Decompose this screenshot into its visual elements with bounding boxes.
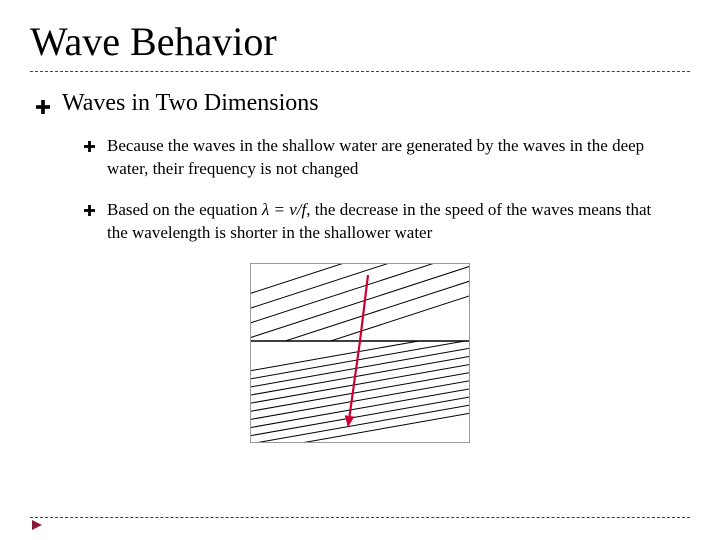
bullet-icon xyxy=(84,205,95,216)
page-title: Wave Behavior xyxy=(30,18,690,65)
subtitle-text: Waves in Two Dimensions xyxy=(62,90,319,117)
bullet-2-text: Based on the equation λ = v/f, the decre… xyxy=(107,199,670,245)
bottom-divider xyxy=(30,517,690,518)
bullet-icon xyxy=(84,141,95,152)
bullet-icon xyxy=(36,100,50,114)
bullet-1-text: Because the waves in the shallow water a… xyxy=(107,135,670,181)
refraction-diagram xyxy=(250,263,470,443)
corner-arrow-icon xyxy=(30,518,44,532)
slide: Wave Behavior Waves in Two Dimensions Be… xyxy=(0,0,720,540)
subtitle-row: Waves in Two Dimensions xyxy=(36,90,690,117)
title-divider xyxy=(30,71,690,72)
diagram-container xyxy=(30,263,690,443)
bullet-2: Based on the equation λ = v/f, the decre… xyxy=(84,199,670,245)
bullet-1: Because the waves in the shallow water a… xyxy=(84,135,670,181)
